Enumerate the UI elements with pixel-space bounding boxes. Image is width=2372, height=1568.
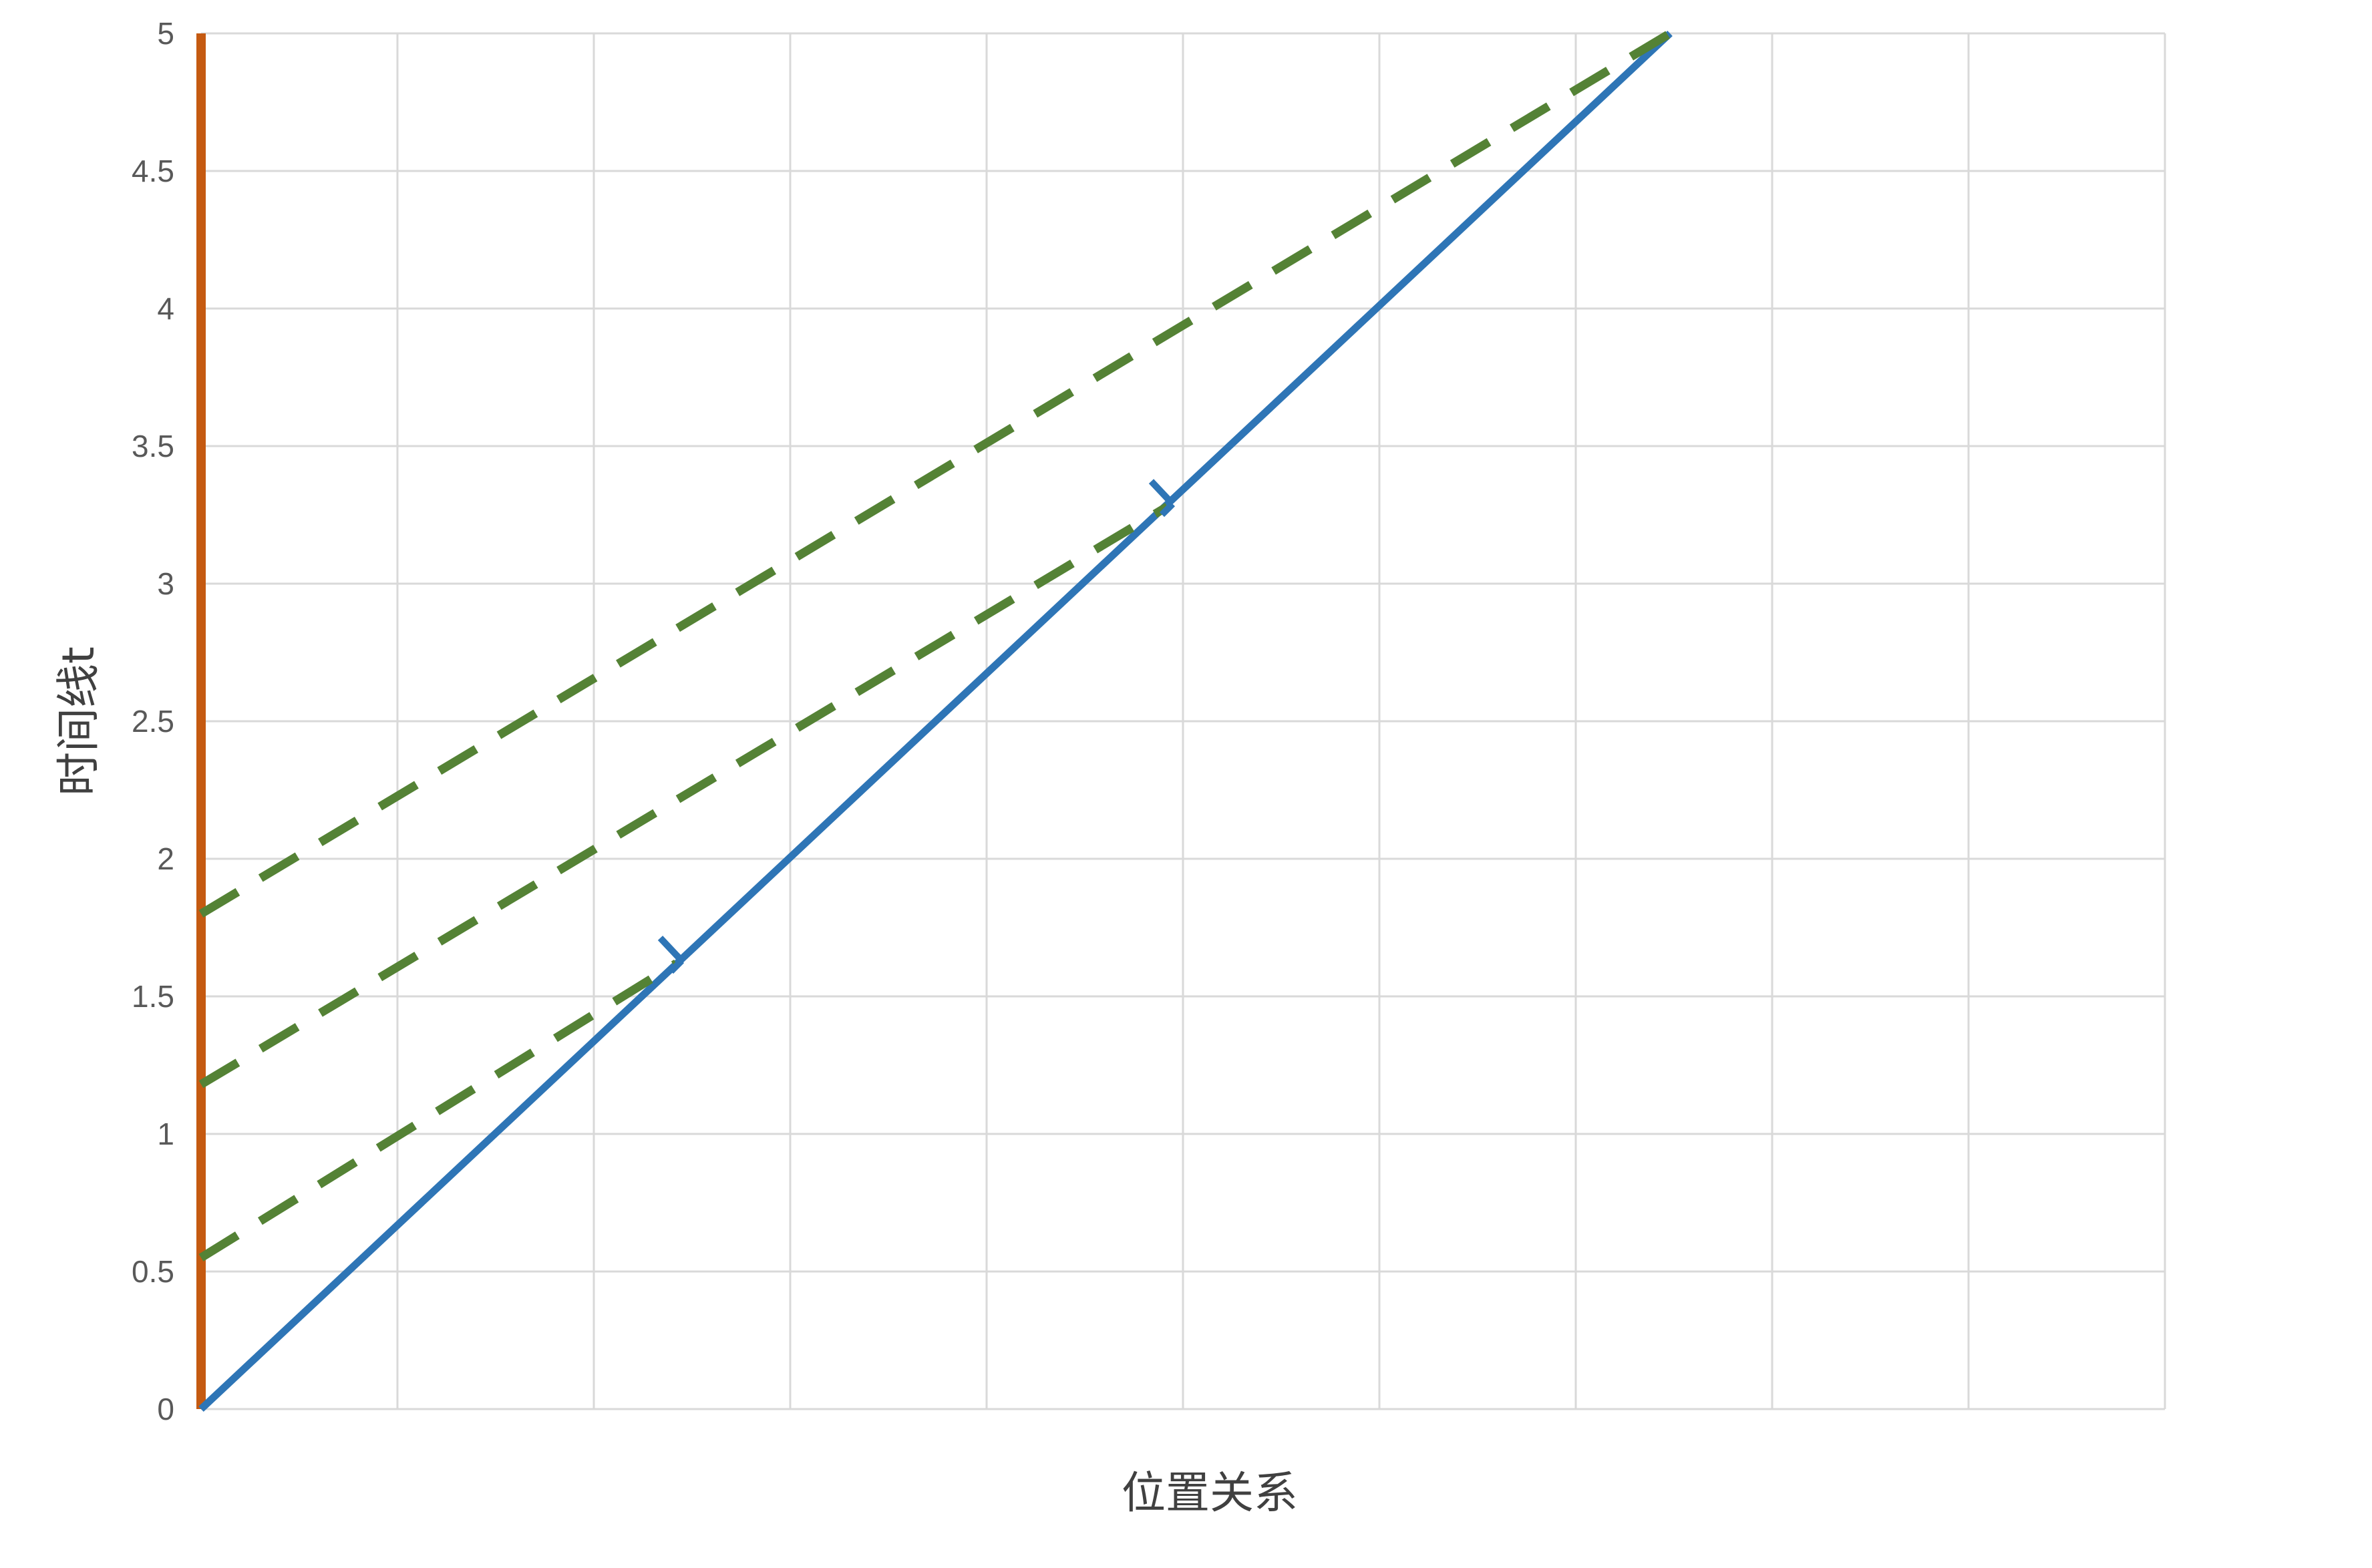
series-line-4 [198,503,1170,1089]
y-tick-label: 3.5 [132,429,174,463]
y-tick-label: 2 [157,841,174,876]
intersection-marker-2 [1148,479,1176,518]
y-tick-label: 0 [157,1392,174,1426]
y-tick-label: 2.5 [132,704,174,739]
y-tick-label: 4.5 [132,154,174,188]
plot-markers [657,479,1176,974]
y-tick-label: 0.5 [132,1254,174,1289]
intersection-marker-1 [657,936,685,974]
y-axis-title: 时间线t [53,646,104,796]
y-tick-label: 5 [157,16,174,51]
series-line-3 [198,960,679,1261]
grid [200,32,2166,1410]
y-tick-label: 1 [157,1117,174,1151]
y-tick-label: 3 [157,566,174,601]
series-line-5 [198,29,1673,918]
series-line-2 [198,30,1673,1412]
y-tick-label: 1.5 [132,979,174,1014]
y-tick-labels: 0 0.5 1 1.5 2 2.5 3 3.5 4 4.5 5 [132,16,174,1426]
x-axis-title: 位置关系 [1122,1467,1298,1519]
plot-series [196,29,1673,1412]
y-tick-label: 4 [157,291,174,326]
